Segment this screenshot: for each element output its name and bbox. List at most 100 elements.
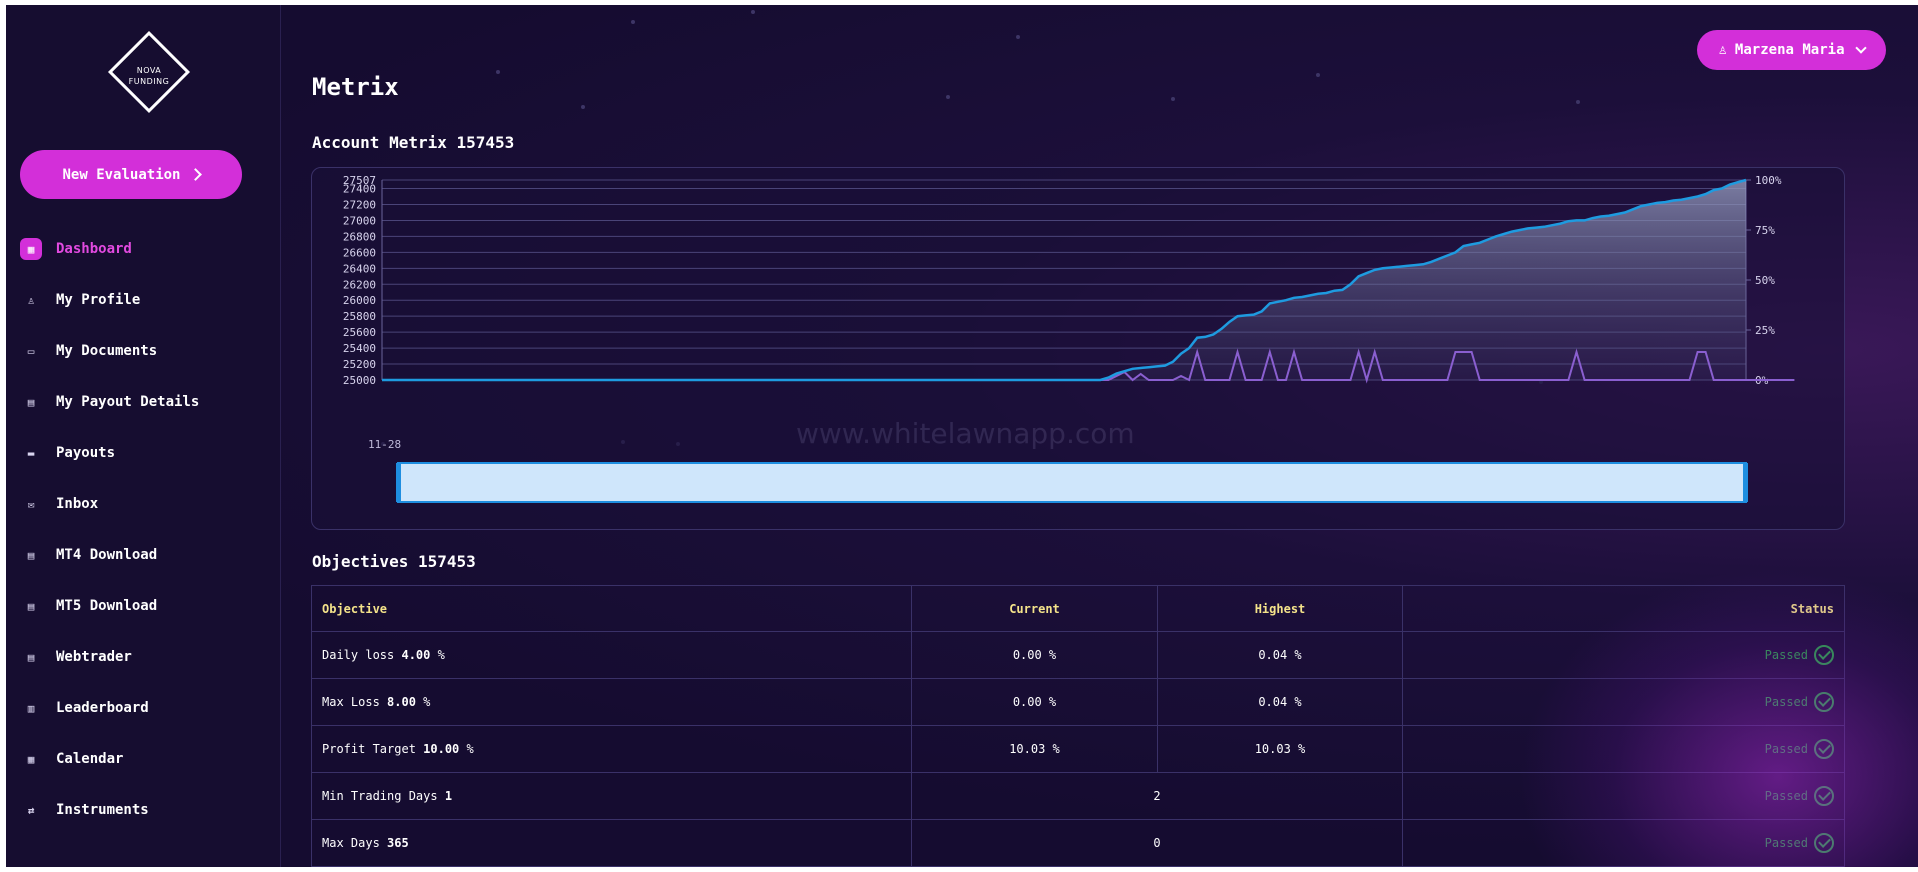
y-tick-label: 26800 [343, 230, 376, 243]
objectives-title: Objectives 157453 [312, 552, 476, 571]
zoom-handle-left[interactable] [396, 463, 401, 502]
user-name: Marzena Maria [1734, 42, 1845, 58]
sidebar-item-my-documents[interactable]: ▭ My Documents [20, 336, 260, 366]
days-cell: 0 [911, 819, 1403, 867]
status-cell: Passed [1402, 678, 1845, 726]
sidebar-item-webtrader[interactable]: ▤ Webtrader [20, 642, 260, 672]
y-tick-label: 25600 [343, 326, 376, 339]
y-axis-right: 100%75%50%25%0% [1745, 174, 1782, 387]
background-star [496, 70, 500, 74]
bar-chart-icon: ▥ [27, 701, 35, 715]
objective-value: 1 [444, 789, 453, 803]
sidebar-item-label: My Documents [56, 343, 158, 359]
sidebar-item-instruments[interactable]: ⇄ Instruments [20, 795, 260, 825]
dashboard-icon: ▦ [20, 238, 42, 260]
background-star [581, 105, 585, 109]
watermark: www.whitelawnapp.com [796, 417, 1135, 450]
status-badge: Passed [1764, 695, 1808, 709]
y-tick-label: 26600 [343, 246, 376, 259]
download-icon: ▤ [27, 599, 35, 613]
check-circle-icon [1814, 833, 1834, 853]
sidebar-item-label: Calendar [56, 751, 124, 767]
y-tick-label: 26000 [343, 294, 376, 307]
account-metrix-title: Account Metrix 157453 [312, 133, 515, 152]
y-tick-label: 26200 [343, 278, 376, 291]
sidebar-item-dashboard[interactable]: ▦ Dashboard [20, 234, 260, 264]
sidebar-item-calendar[interactable]: ▦ Calendar [20, 744, 260, 774]
trading-days-cell: 2 [911, 772, 1403, 820]
user-icon: ♙ [1718, 42, 1727, 58]
logo-text: NOVA FUNDING [90, 65, 208, 87]
status-cell: Passed [1402, 725, 1845, 773]
objective-value: 10.00 [423, 742, 460, 756]
new-evaluation-button[interactable]: New Evaluation [20, 150, 242, 199]
sidebar-item-label: MT5 Download [56, 598, 158, 614]
objective-unit: % [423, 695, 431, 709]
status-badge: Passed [1764, 836, 1808, 850]
mail-icon: ✉ [27, 497, 35, 511]
zoom-handle-right[interactable] [1743, 463, 1748, 502]
equity-line [382, 178, 1747, 382]
header-status: Status [1402, 585, 1845, 632]
table-row: Max Days 365 0 Passed [311, 819, 1845, 867]
y-tick-label: 27507 [343, 174, 376, 187]
logo-line-2: FUNDING [128, 77, 170, 86]
y2-tick-label: 100% [1755, 174, 1782, 187]
y2-tick-label: 25% [1755, 324, 1775, 337]
table-row: Min Trading Days 1 2 Passed [311, 772, 1845, 820]
table-row: Profit Target 10.00 % 10.03 % 10.03 % Pa… [311, 725, 1845, 773]
sidebar-item-mt4-download[interactable]: ▤ MT4 Download [20, 540, 260, 570]
y-tick-label: 27200 [343, 198, 376, 211]
highest-cell: 10.03 % [1157, 725, 1403, 773]
check-circle-icon [1814, 645, 1834, 665]
y-tick-label: 25200 [343, 358, 376, 371]
sidebar-item-label: My Profile [56, 292, 141, 308]
sidebar-item-my-profile[interactable]: ♙ My Profile [20, 285, 260, 315]
sidebar-item-label: My Payout Details [56, 394, 200, 410]
download-icon: ▤ [27, 548, 35, 562]
objective-name: Max Loss [322, 695, 380, 709]
app-frame: NOVA FUNDING New Evaluation ▦ Dashboard … [6, 5, 1918, 867]
objective-value: 8.00 [387, 695, 416, 709]
logo-line-1: NOVA [136, 66, 162, 75]
y-tick-label: 25000 [343, 374, 376, 387]
current-cell: 10.03 % [911, 725, 1158, 773]
calendar-icon: ▦ [27, 752, 35, 766]
y-tick-label: 26400 [343, 262, 376, 275]
folder-icon: ▭ [27, 344, 35, 358]
monitor-icon: ▤ [27, 650, 35, 664]
sidebar-item-label: Payouts [56, 445, 116, 461]
objective-cell: Daily loss 4.00 % [311, 631, 912, 679]
status-badge: Passed [1764, 789, 1808, 803]
background-star [1316, 73, 1320, 77]
objective-name: Min Trading Days [322, 789, 438, 803]
objective-cell: Min Trading Days 1 [311, 772, 912, 820]
sidebar-item-inbox[interactable]: ✉ Inbox [20, 489, 260, 519]
table-header-row: Objective Current Highest Status [311, 585, 1845, 632]
status-badge: Passed [1764, 742, 1808, 756]
objective-value: 4.00 [401, 648, 431, 662]
y-tick-label: 27000 [343, 214, 376, 227]
page-title: Metrix [312, 73, 399, 101]
chevron-right-icon [188, 168, 202, 181]
background-star [1576, 100, 1580, 104]
y2-tick-label: 75% [1755, 224, 1775, 237]
background-star [1171, 97, 1175, 101]
y2-tick-label: 50% [1755, 274, 1775, 287]
check-circle-icon [1814, 692, 1834, 712]
sidebar-item-label: Dashboard [56, 241, 132, 257]
sidebar-item-mt5-download[interactable]: ▤ MT5 Download [20, 591, 260, 621]
table-row: Daily loss 4.00 % 0.00 % 0.04 % Passed [311, 631, 1845, 679]
highest-cell: 0.04 % [1157, 678, 1403, 726]
background-star [946, 95, 950, 99]
check-circle-icon [1814, 786, 1834, 806]
objective-cell: Max Loss 8.00 % [311, 678, 912, 726]
swap-icon: ⇄ [27, 803, 35, 817]
user-menu-button[interactable]: ♙ Marzena Maria [1697, 30, 1886, 70]
zoom-slider[interactable] [397, 462, 1747, 503]
sidebar-item-leaderboard[interactable]: ▥ Leaderboard [20, 693, 260, 723]
objective-unit: % [466, 742, 474, 756]
sidebar-item-payouts[interactable]: ▬ Payouts [20, 438, 260, 468]
sidebar-item-my-payout-details[interactable]: ▤ My Payout Details [20, 387, 260, 417]
background-star [631, 20, 635, 24]
